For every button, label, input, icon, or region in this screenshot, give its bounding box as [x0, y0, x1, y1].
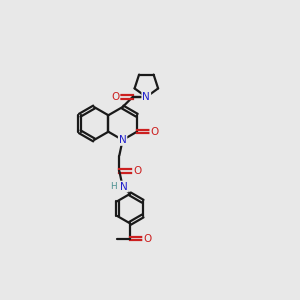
Text: O: O	[133, 166, 141, 176]
Text: N: N	[142, 92, 150, 102]
Text: H: H	[110, 182, 117, 191]
Text: O: O	[150, 127, 158, 137]
Text: O: O	[143, 234, 152, 244]
Text: N: N	[119, 135, 127, 145]
Text: N: N	[142, 92, 150, 102]
Text: N: N	[120, 182, 128, 191]
Text: O: O	[111, 92, 119, 102]
